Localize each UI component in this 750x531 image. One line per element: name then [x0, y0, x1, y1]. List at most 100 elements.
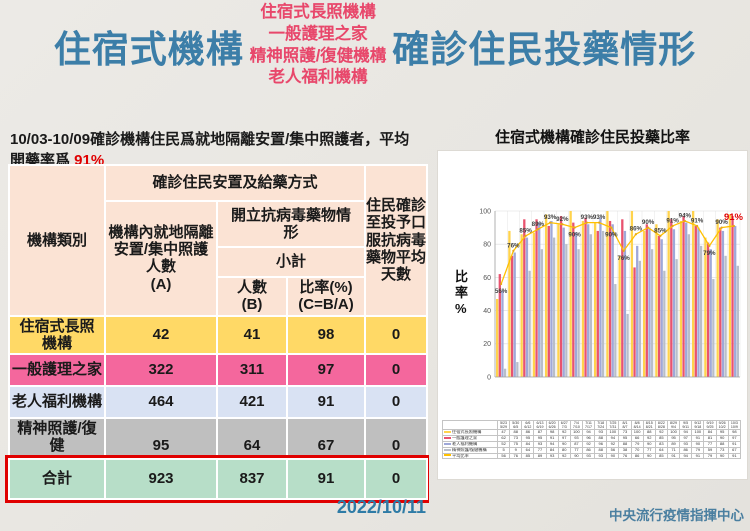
bar-0	[704, 237, 707, 377]
bar-3	[528, 270, 531, 377]
value-cell: 90	[642, 452, 656, 460]
bar-0	[728, 214, 732, 377]
value-cell: 90	[715, 452, 729, 460]
bar-3	[712, 279, 715, 377]
legend-marker-icon	[444, 436, 451, 439]
week-label: 7/18 7/24	[594, 419, 608, 431]
total-value-b: 837	[216, 458, 288, 500]
week-label: 7/25 7/31	[606, 419, 620, 431]
value-cell: 85	[521, 452, 535, 460]
bar-1	[559, 215, 563, 377]
row-value-a: 42	[104, 314, 218, 355]
chart-data-label: 79%	[703, 250, 716, 257]
table-row: 一般護理之家 322 311 97 0	[8, 353, 428, 387]
value-cell: 91	[691, 452, 705, 460]
bar-1	[596, 230, 599, 377]
header-category: 機構類別	[8, 164, 106, 317]
week-label: 6/27 7/3	[557, 419, 571, 431]
chart-data-label: 86%	[630, 226, 643, 233]
week-label: 8/1 8/7	[618, 419, 632, 431]
bar-3	[638, 260, 641, 377]
week-label: 5/23 5/29	[496, 419, 511, 431]
value-cell: 67	[727, 446, 742, 454]
chart-data-label: 85%	[519, 227, 532, 234]
bar-0	[692, 211, 695, 377]
bar-0	[716, 219, 719, 377]
bar-2	[685, 222, 688, 377]
week-label: 8/22 8/28	[654, 419, 668, 431]
title-left: 住宿式機構	[53, 28, 244, 70]
page-title: 住宿式機構 住宿式長照機構 一般護理之家 精神照護/復健機構 老人福利機構 確診…	[0, 2, 750, 89]
value-cell: 98	[727, 429, 742, 437]
week-label: 6/20 6/26	[545, 419, 559, 431]
total-value-c: 91	[286, 458, 366, 500]
value-cell: 85	[654, 452, 668, 460]
bar-0	[508, 230, 511, 377]
week-label: 7/4 7/10	[569, 419, 583, 431]
bar-3	[614, 284, 617, 377]
header-col-c: 比率(%) (C=B/A)	[286, 276, 366, 317]
bar-1	[719, 227, 722, 377]
legend-row: 住宿式長照機構 47 88 86 87 98 92 100 94 93 100 73 100 88 92 10…	[442, 429, 742, 437]
title-right: 確診住民投藥情形	[392, 28, 697, 70]
bar-1	[535, 219, 538, 377]
bar-1	[608, 220, 612, 377]
svg-text:40: 40	[483, 308, 491, 315]
value-cell: 93	[545, 452, 559, 460]
bar-1	[706, 242, 710, 377]
bar-0	[496, 298, 499, 377]
report-date: 2022/10/11	[336, 497, 426, 517]
svg-text:60: 60	[483, 275, 491, 282]
header-antiviral: 開立抗病毒藥物情 形	[216, 200, 366, 248]
bar-1	[510, 255, 514, 377]
chart-data-label: 85%	[654, 227, 667, 234]
bar-0	[630, 211, 634, 377]
bar-2	[623, 230, 627, 377]
legend-row: 老人福利機構 52 75 84 93 94 90 87 92 96 92 88 79 90 83 89 93 90…	[442, 440, 742, 448]
bar-2	[501, 290, 504, 377]
bar-0	[569, 211, 572, 377]
chart-data-label: 90%	[642, 219, 655, 226]
average-rate-line	[500, 220, 734, 285]
value-cell: 91	[727, 452, 742, 460]
row-value-c: 91	[286, 385, 366, 419]
bar-3	[516, 362, 519, 377]
week-label: 6/13 6/19	[533, 419, 547, 431]
subtype-item: 老人福利機構	[268, 68, 368, 87]
bar-0	[655, 224, 658, 377]
chart-data-label: 92%	[556, 216, 569, 223]
subtype-item: 精神照護/復健機構	[249, 46, 387, 65]
value-cell: 56	[496, 452, 511, 460]
bar-2	[672, 229, 676, 377]
bar-2	[709, 249, 712, 377]
row-value-d: 0	[364, 353, 428, 387]
table-row: 老人福利機構 464 421 91 0	[8, 385, 428, 419]
chart-data-label: 91%	[666, 217, 679, 224]
bar-3	[540, 249, 543, 377]
bar-1	[682, 215, 685, 377]
bar-1	[572, 222, 575, 377]
row-label: 住宿式長照 機構	[8, 314, 106, 355]
legend-row: 精神照護/復健機構 5 9 64 77 84 80 77 86 88 56 38 70 77 64 71 86 7…	[442, 446, 742, 454]
bar-0	[581, 220, 585, 377]
bar-3	[663, 270, 666, 377]
bar-0	[532, 232, 536, 377]
legend-marker-icon	[444, 454, 451, 457]
y-axis-label: 比	[455, 269, 468, 284]
week-label: 7/11 7/17	[581, 419, 596, 431]
subtype-item: 一般護理之家	[268, 24, 368, 43]
bar-3	[736, 265, 739, 377]
row-value-b: 311	[216, 353, 288, 387]
bar-3	[675, 259, 678, 377]
row-value-a: 464	[104, 385, 218, 419]
bar-0	[618, 255, 621, 377]
bar-1	[498, 274, 501, 377]
value-cell: 92	[557, 452, 571, 460]
y-axis-label: %	[455, 301, 467, 316]
legend-marker-icon	[444, 442, 451, 445]
bar-0	[557, 224, 560, 377]
chart-data-label: 93%	[581, 214, 594, 221]
row-value-d: 0	[364, 385, 428, 419]
row-label: 老人福利機構	[8, 385, 106, 419]
value-cell: 76	[509, 452, 523, 460]
